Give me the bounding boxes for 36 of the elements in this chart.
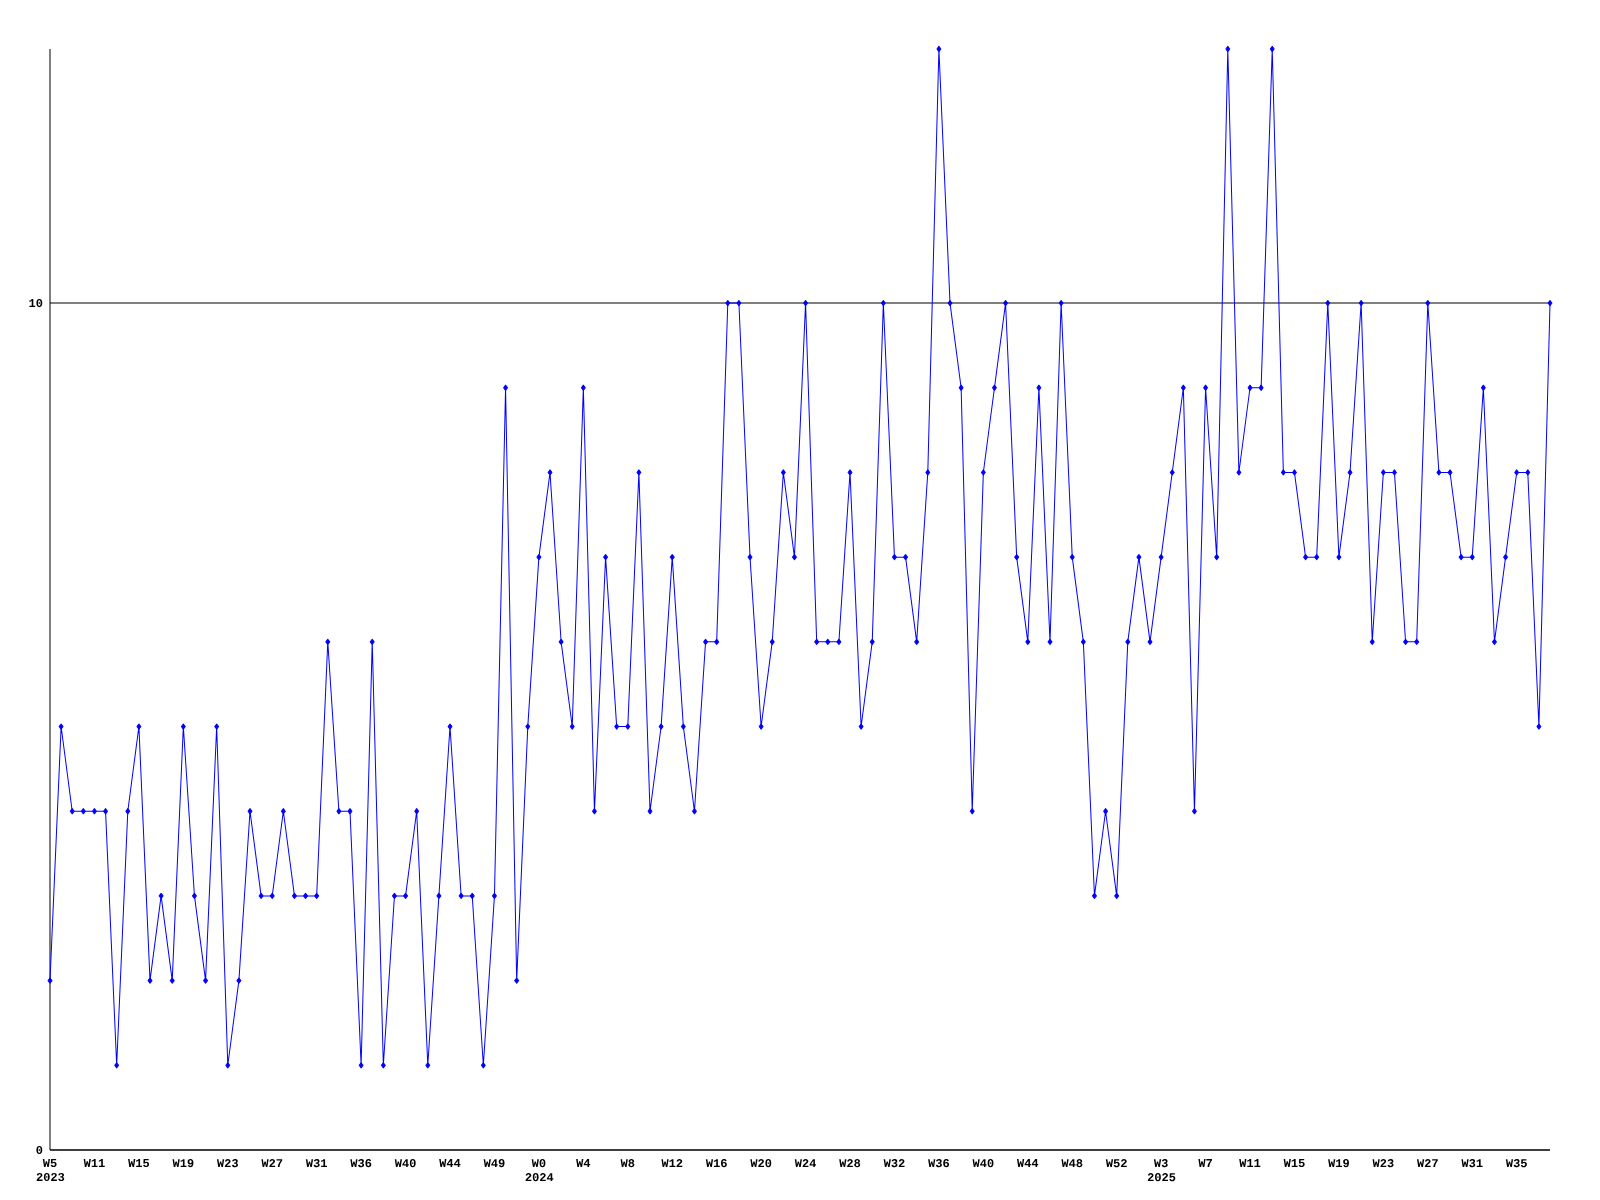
x-tick-label: W32 xyxy=(883,1159,905,1168)
x-tick-label: W12 xyxy=(661,1159,683,1168)
x-tick-label: W49 xyxy=(483,1159,505,1168)
x-tick-label: W44 xyxy=(439,1159,461,1167)
x-tick-label: W5 2023 xyxy=(36,1159,65,1182)
x-tick-label: W8 xyxy=(620,1159,635,1168)
x-tick-label: W16 xyxy=(705,1159,727,1168)
x-tick-label: W35 xyxy=(1505,1159,1527,1168)
x-tick-label: W24 xyxy=(794,1159,816,1168)
x-tick-label: W52 xyxy=(1105,1159,1127,1168)
x-tick-label: W27 xyxy=(1416,1159,1438,1168)
x-tick-label: W15 xyxy=(1283,1159,1305,1168)
x-tick-label: W27 xyxy=(261,1159,283,1168)
x-tick-label: W40 xyxy=(972,1159,994,1168)
x-tick-label: W0 2024 xyxy=(525,1159,554,1182)
x-tick-label: W48 xyxy=(1061,1159,1083,1168)
x-tick-label: W11 xyxy=(1239,1159,1261,1167)
x-tick-label: W19 xyxy=(172,1159,194,1168)
x-tick-label: W4 xyxy=(576,1159,591,1167)
x-tick-label: W36 xyxy=(928,1159,950,1168)
x-tick-label: W31 xyxy=(305,1159,327,1168)
x-tick-label: W7 xyxy=(1198,1159,1212,1167)
y-tick-label: 0 xyxy=(36,1145,43,1155)
x-tick-label: W20 xyxy=(750,1159,772,1168)
x-tick-label: W19 xyxy=(1328,1159,1349,1168)
x-tick-label: W28 xyxy=(839,1159,861,1168)
x-tick-label: W11 xyxy=(83,1159,105,1167)
x-tick-label: W23 xyxy=(1372,1159,1394,1168)
x-tick-label: W44 xyxy=(1016,1159,1039,1167)
y-tick-label: 10 xyxy=(29,299,43,308)
x-tick-label: W31 xyxy=(1461,1159,1483,1168)
x-tick-label: W40 xyxy=(394,1159,416,1168)
x-tick-label: W3 2025 xyxy=(1147,1159,1176,1182)
x-tick-label: W15 xyxy=(128,1159,150,1168)
x-tick-label: W36 xyxy=(350,1159,372,1168)
x-tick-label: W23 xyxy=(216,1159,238,1168)
